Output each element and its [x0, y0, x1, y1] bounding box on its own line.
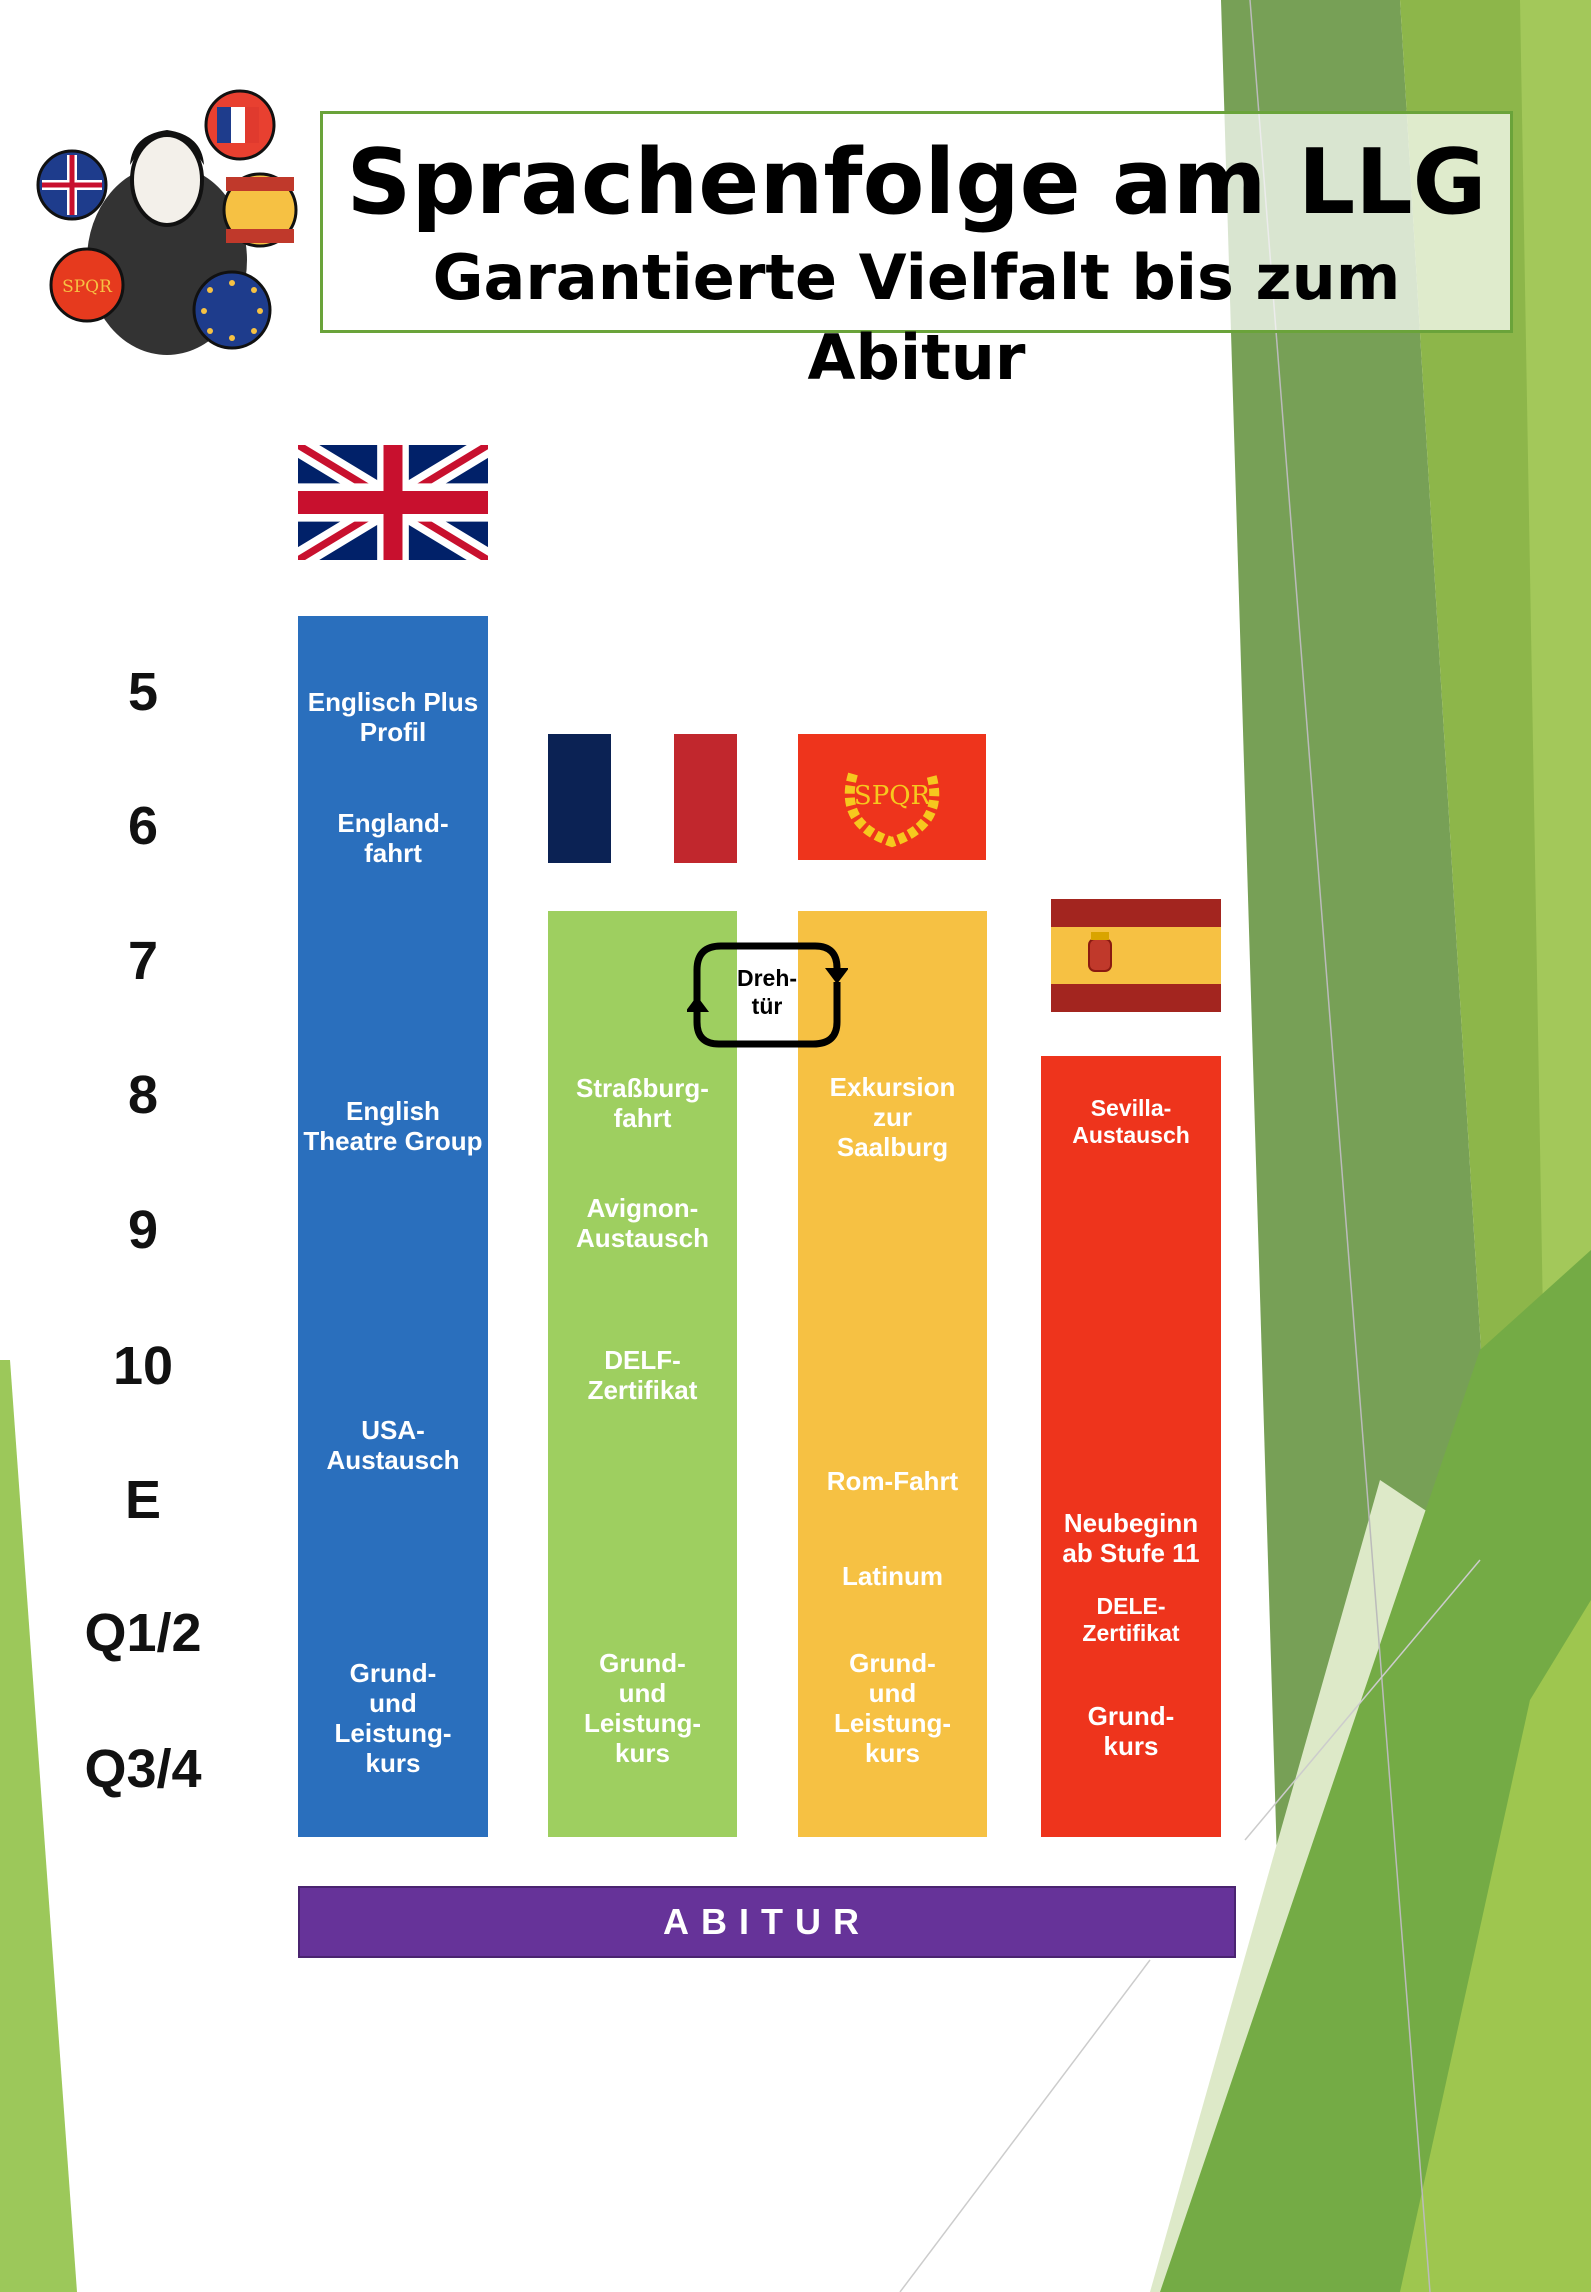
french-item: Avignon- Austausch — [576, 1193, 709, 1253]
grade-label: 9 — [127, 1200, 159, 1260]
english-item: English Theatre Group — [303, 1096, 483, 1156]
abitur-bar: ABITUR — [298, 1886, 1236, 1958]
french-item: Grund- und Leistung- kurs — [584, 1648, 701, 1768]
revolving-door: Dreh- tür — [685, 940, 849, 1050]
grade-label: 7 — [127, 931, 159, 991]
english-item: Grund- und Leistung- kurs — [334, 1658, 452, 1778]
page-title: Sprachenfolge am LLG — [346, 130, 1487, 235]
french-item: DELF- Zertifikat — [587, 1345, 698, 1405]
grade-label: Q3/4 — [84, 1739, 202, 1799]
grade-label: 10 — [112, 1336, 174, 1396]
latin-column: Exkursion zur Saalburg Rom-Fahrt Latinum Gr… — [798, 911, 987, 1837]
cycle-arrows-icon — [685, 942, 849, 1048]
spqr-flag-icon: SPQR — [798, 734, 986, 860]
logo: SPQR — [36, 89, 298, 355]
grade-label: 8 — [127, 1065, 159, 1125]
spanish-item: DELE- Zertifikat — [1082, 1593, 1180, 1646]
grade-label: 6 — [127, 796, 159, 856]
grade-label: E — [124, 1470, 162, 1530]
spain-flag-icon — [1051, 899, 1221, 1012]
spain-bubble-icon — [222, 172, 298, 248]
latin-item: Exkursion zur Saalburg — [829, 1072, 956, 1162]
latin-item: Grund- und Leistung- kurs — [834, 1648, 951, 1768]
spanish-item: Grund- kurs — [1087, 1701, 1175, 1761]
svg-text:SPQR: SPQR — [854, 781, 932, 811]
spanish-column: Sevilla- Austausch Neubeginn ab Stufe 11 D… — [1041, 1056, 1221, 1837]
page-subtitle: Garantierte Vielfalt bis zum Abitur — [432, 241, 1401, 394]
english-item: Englisch Plus Profil — [307, 687, 479, 747]
svg-text:SPQR: SPQR — [62, 277, 113, 297]
spanish-item: Neubeginn ab Stufe 11 — [1062, 1508, 1200, 1568]
france-flag-icon — [548, 734, 737, 863]
french-column: Straßburg- fahrt Avignon- Austausch DELF- … — [548, 911, 737, 1837]
uk-flag-icon — [298, 445, 488, 560]
english-column: Englisch Plus Profil England- fahrt Englis… — [298, 616, 488, 1837]
english-item: USA- Austausch — [326, 1415, 460, 1475]
revolving-door-label: Dreh- tür — [736, 965, 798, 1019]
latin-item: Latinum — [841, 1561, 944, 1591]
spqr-bubble-icon — [49, 247, 125, 323]
grade-label: 5 — [127, 662, 159, 722]
grade-label: Q1/2 — [84, 1603, 202, 1663]
eu-bubble-icon — [192, 270, 272, 350]
latin-item: Rom-Fahrt — [826, 1466, 959, 1496]
title-box: Sprachenfolge am LLG Garantierte Vielfal… — [320, 111, 1513, 394]
english-item: England- fahrt — [337, 808, 449, 868]
french-item: Straßburg- fahrt — [576, 1073, 709, 1133]
spanish-item: Sevilla- Austausch — [1072, 1095, 1190, 1148]
